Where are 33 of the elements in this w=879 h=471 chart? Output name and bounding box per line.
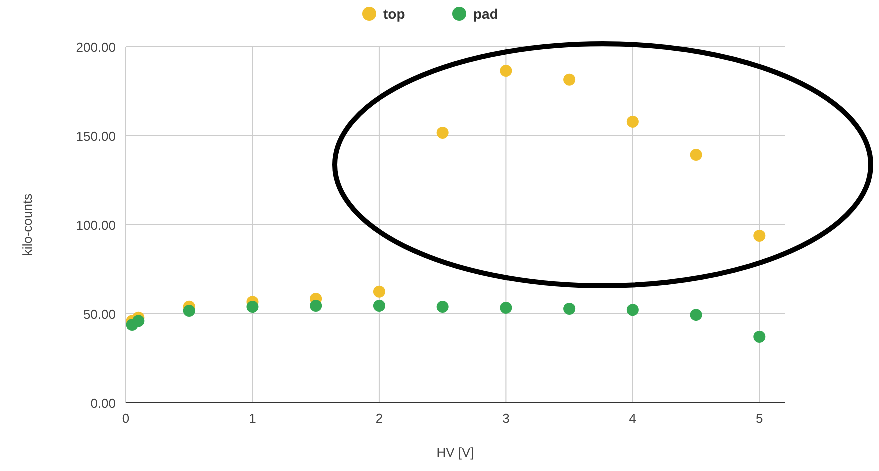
- point: [183, 304, 196, 317]
- point: [246, 301, 259, 314]
- x-tick-label: 2: [376, 411, 384, 426]
- point: [500, 65, 512, 78]
- point: [564, 74, 576, 86]
- y-axis-title: kilo-counts: [20, 193, 35, 256]
- y-tick-label: 200.00: [76, 40, 116, 55]
- x-axis-title: HV [V]: [436, 445, 474, 460]
- point: [500, 302, 512, 314]
- point: [132, 315, 145, 328]
- x-tick-label: 3: [502, 411, 510, 426]
- y-tick-label: 50.00: [83, 307, 116, 322]
- point: [564, 303, 576, 316]
- point: [373, 300, 386, 312]
- point: [436, 126, 449, 139]
- x-tick-label: 5: [756, 411, 764, 426]
- point: [626, 116, 639, 128]
- legend-label: pad: [474, 6, 498, 22]
- point: [310, 300, 322, 312]
- x-tick-label: 1: [249, 411, 256, 426]
- point: [754, 330, 766, 343]
- x-tick-label: 4: [629, 411, 637, 426]
- point: [754, 230, 766, 242]
- y-tick-label: 100.00: [76, 218, 116, 233]
- x-tick-label: 0: [122, 411, 130, 426]
- point: [373, 286, 386, 298]
- point: [626, 304, 639, 316]
- y-tick-label: 150.00: [76, 129, 116, 144]
- point: [690, 149, 702, 162]
- point: [690, 309, 702, 322]
- legend-label: top: [384, 6, 406, 22]
- y-tick-label: 0.00: [90, 396, 116, 411]
- point: [436, 301, 449, 314]
